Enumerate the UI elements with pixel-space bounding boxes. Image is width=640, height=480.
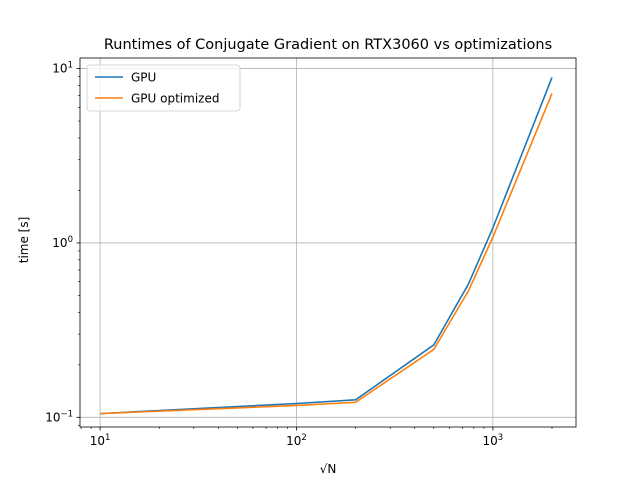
- x-axis-label: √N: [320, 462, 337, 476]
- y-axis-label: time [s]: [17, 217, 31, 264]
- legend-label: GPU: [131, 71, 156, 85]
- legend: GPU GPU optimized: [86, 64, 241, 112]
- chart-title: Runtimes of Conjugate Gradient on RTX306…: [104, 37, 552, 53]
- x-tick-label: 103: [483, 433, 504, 448]
- series-line-1: [100, 93, 553, 415]
- x-tick-label: 101: [90, 433, 111, 448]
- y-tick-label: 10−1: [45, 409, 73, 424]
- series-lines: [100, 77, 553, 415]
- y-tick-label: 100: [52, 235, 73, 250]
- ticks: 101 102 103 10−1 100 101: [45, 61, 553, 448]
- grid: [80, 58, 576, 427]
- x-tick-label: 102: [286, 433, 307, 448]
- series-line-0: [100, 77, 553, 415]
- legend-box: [86, 64, 241, 112]
- axes-frame: [79, 57, 577, 428]
- y-tick-label: 101: [52, 61, 73, 76]
- legend-label: GPU optimized: [131, 92, 219, 106]
